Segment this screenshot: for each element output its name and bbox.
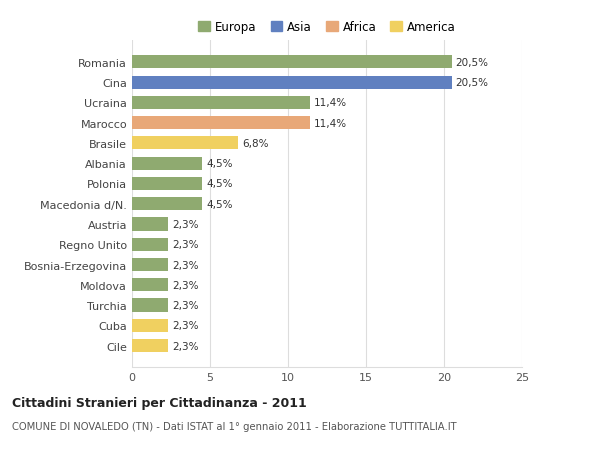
Text: 11,4%: 11,4% — [314, 98, 347, 108]
Bar — [132, 96, 310, 110]
Bar — [132, 56, 452, 69]
Text: 2,3%: 2,3% — [172, 260, 198, 270]
Text: 4,5%: 4,5% — [206, 199, 233, 209]
Text: 2,3%: 2,3% — [172, 341, 198, 351]
Text: 4,5%: 4,5% — [206, 179, 233, 189]
Text: 2,3%: 2,3% — [172, 320, 198, 330]
Text: 11,4%: 11,4% — [314, 118, 347, 129]
Text: 6,8%: 6,8% — [242, 139, 268, 149]
Bar — [132, 76, 452, 90]
Text: 2,3%: 2,3% — [172, 300, 198, 310]
Text: 20,5%: 20,5% — [456, 58, 488, 67]
Text: COMUNE DI NOVALEDO (TN) - Dati ISTAT al 1° gennaio 2011 - Elaborazione TUTTITALI: COMUNE DI NOVALEDO (TN) - Dati ISTAT al … — [12, 421, 457, 431]
Bar — [132, 339, 168, 353]
Bar — [132, 299, 168, 312]
Text: 2,3%: 2,3% — [172, 280, 198, 290]
Bar — [132, 319, 168, 332]
Bar — [132, 258, 168, 271]
Text: 20,5%: 20,5% — [456, 78, 488, 88]
Bar — [132, 198, 202, 211]
Bar — [132, 218, 168, 231]
Text: 4,5%: 4,5% — [206, 159, 233, 169]
Text: 2,3%: 2,3% — [172, 219, 198, 230]
Bar — [132, 137, 238, 150]
Text: Cittadini Stranieri per Cittadinanza - 2011: Cittadini Stranieri per Cittadinanza - 2… — [12, 396, 307, 409]
Bar — [132, 157, 202, 170]
Bar — [132, 279, 168, 292]
Bar — [132, 178, 202, 190]
Bar — [132, 117, 310, 130]
Text: 2,3%: 2,3% — [172, 240, 198, 250]
Legend: Europa, Asia, Africa, America: Europa, Asia, Africa, America — [199, 21, 455, 34]
Bar — [132, 238, 168, 251]
